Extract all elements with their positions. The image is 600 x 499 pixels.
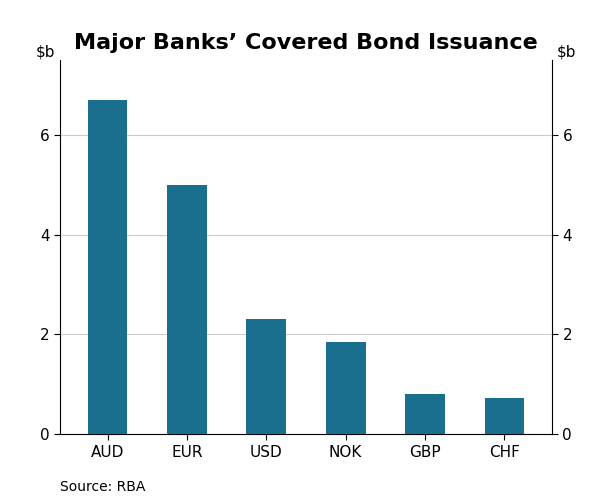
Title: Major Banks’ Covered Bond Issuance: Major Banks’ Covered Bond Issuance (74, 33, 538, 53)
Text: $b: $b (557, 44, 577, 59)
Text: Source: RBA: Source: RBA (60, 480, 145, 494)
Bar (326, 342, 365, 434)
Bar (247, 319, 286, 434)
Bar (485, 398, 524, 434)
Text: $b: $b (35, 44, 55, 59)
Bar (88, 100, 127, 434)
Bar (405, 394, 445, 434)
Bar (167, 185, 207, 434)
